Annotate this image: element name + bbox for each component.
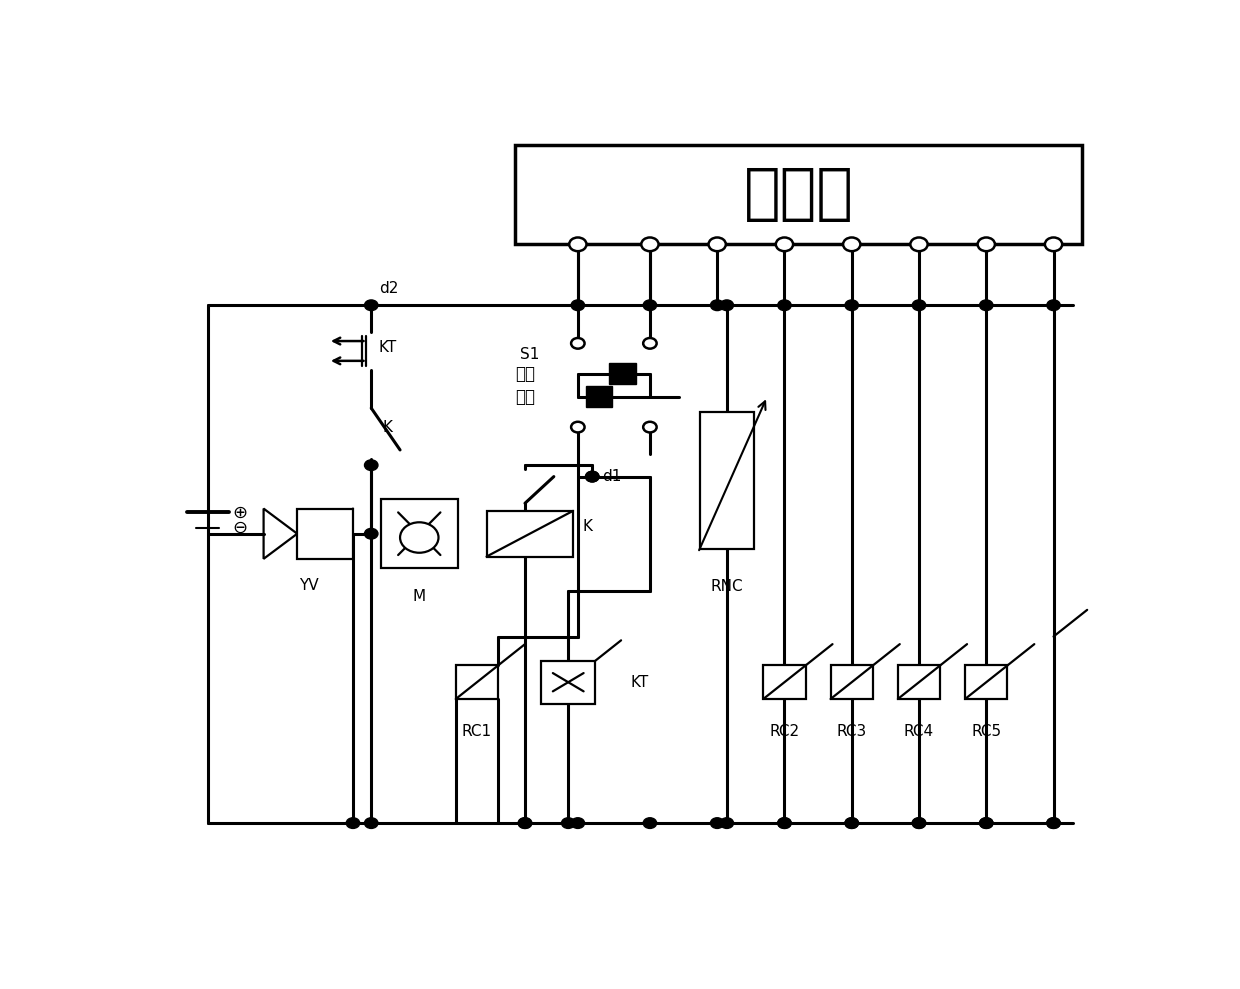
Text: M: M: [413, 588, 425, 603]
Text: d1: d1: [601, 469, 621, 484]
Circle shape: [346, 818, 360, 829]
Text: RC1: RC1: [461, 724, 492, 739]
Circle shape: [585, 472, 599, 482]
Circle shape: [572, 818, 584, 829]
Circle shape: [572, 338, 584, 349]
Circle shape: [720, 300, 734, 311]
Circle shape: [365, 528, 378, 539]
Circle shape: [711, 818, 724, 829]
Text: S1: S1: [521, 347, 539, 362]
Circle shape: [777, 818, 791, 829]
Text: KT: KT: [379, 339, 397, 355]
Circle shape: [401, 522, 439, 553]
Text: d2: d2: [379, 281, 398, 296]
Bar: [609, 363, 635, 385]
Text: 自动: 自动: [516, 365, 536, 383]
Bar: [699, 411, 754, 549]
Text: 控制器: 控制器: [744, 165, 854, 225]
Text: RNC: RNC: [711, 580, 743, 594]
Circle shape: [644, 300, 657, 311]
Circle shape: [708, 237, 725, 251]
Circle shape: [644, 818, 657, 829]
Bar: [764, 666, 806, 699]
Circle shape: [569, 237, 587, 251]
Text: KT: KT: [631, 674, 649, 689]
Circle shape: [777, 300, 791, 311]
Text: YV: YV: [299, 578, 319, 592]
Text: ⊕: ⊕: [233, 503, 248, 521]
Circle shape: [776, 237, 794, 251]
Circle shape: [844, 300, 858, 311]
Text: RC2: RC2: [769, 724, 800, 739]
Bar: [831, 666, 873, 699]
Circle shape: [913, 818, 926, 829]
Circle shape: [913, 818, 926, 829]
Circle shape: [1045, 237, 1063, 251]
Circle shape: [711, 300, 724, 311]
Bar: [516, 145, 1083, 244]
Text: RC3: RC3: [837, 724, 867, 739]
Bar: [585, 386, 613, 407]
Circle shape: [365, 818, 378, 829]
Circle shape: [644, 338, 657, 349]
Circle shape: [365, 460, 378, 471]
Bar: [965, 666, 1007, 699]
Bar: [456, 666, 498, 699]
Circle shape: [518, 818, 532, 829]
Circle shape: [562, 818, 575, 829]
Circle shape: [913, 300, 926, 311]
Bar: [381, 499, 458, 568]
Bar: [298, 508, 353, 559]
Circle shape: [777, 818, 791, 829]
Circle shape: [910, 237, 928, 251]
Circle shape: [720, 818, 734, 829]
Text: RC5: RC5: [971, 724, 1002, 739]
Text: K: K: [583, 518, 593, 534]
Circle shape: [518, 818, 532, 829]
Circle shape: [585, 472, 599, 482]
Circle shape: [572, 421, 584, 432]
Circle shape: [843, 237, 861, 251]
Circle shape: [844, 818, 858, 829]
Text: 手动: 手动: [516, 388, 536, 405]
Text: RC4: RC4: [904, 724, 934, 739]
Circle shape: [980, 818, 993, 829]
Circle shape: [980, 818, 993, 829]
Bar: [898, 666, 940, 699]
Circle shape: [1047, 818, 1060, 829]
Text: K: K: [383, 419, 393, 434]
Circle shape: [644, 421, 657, 432]
Circle shape: [641, 237, 658, 251]
Text: ⊖: ⊖: [233, 518, 248, 537]
Circle shape: [1047, 300, 1060, 311]
Circle shape: [572, 300, 584, 311]
Bar: [542, 661, 595, 703]
Circle shape: [365, 300, 378, 311]
Circle shape: [980, 300, 993, 311]
Bar: [486, 511, 573, 557]
Circle shape: [844, 818, 858, 829]
Circle shape: [1047, 818, 1060, 829]
Circle shape: [977, 237, 994, 251]
